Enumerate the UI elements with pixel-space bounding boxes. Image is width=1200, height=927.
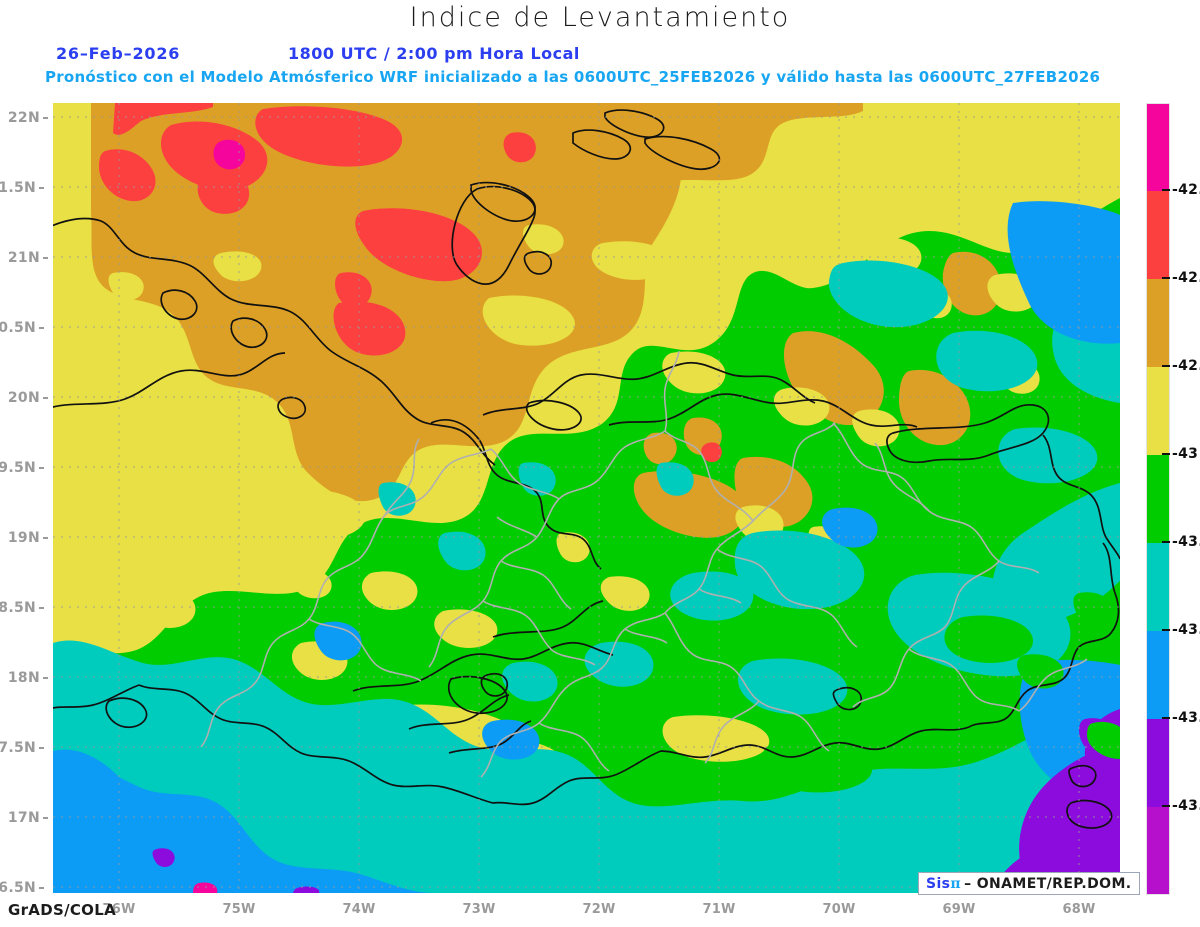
y-axis-tick: 17N	[0, 810, 48, 826]
agency-logo-box: Sis π – ONAMET/REP.DOM.	[918, 872, 1140, 895]
y-axis-tick: 1.5N	[0, 180, 44, 196]
grads-credit: GrADS/COLA	[8, 901, 116, 919]
x-axis-tick: 69W	[942, 902, 976, 917]
y-axis-tick-dash	[43, 397, 48, 399]
y-axis-tick: 20N	[0, 390, 48, 406]
colorbar-tick: -42.9	[1162, 358, 1200, 374]
forecast-time: 1800 UTC / 2:00 pm Hora Local	[288, 44, 580, 63]
y-axis-tick-dash	[43, 537, 48, 539]
x-axis-tick: 74W	[342, 902, 376, 917]
forecast-date: 26–Feb–2026	[56, 44, 181, 63]
colorbar-tick-dash	[1162, 365, 1170, 367]
x-axis-tick: 76W	[102, 902, 136, 917]
x-axis-tick: 68W	[1062, 902, 1096, 917]
y-axis-tick-dash	[39, 607, 44, 609]
colorbar-band	[1147, 367, 1169, 455]
y-axis-tick: 7.5N	[0, 740, 44, 756]
subtitle-row: 26–Feb–2026 1800 UTC / 2:00 pm Hora Loca…	[0, 44, 1200, 66]
colorbar-tick: -43.2	[1162, 622, 1200, 638]
y-axis-tick: 21N	[0, 250, 48, 266]
x-axis-tick: 71W	[702, 902, 736, 917]
y-axis-tick-dash	[39, 187, 44, 189]
colorbar-band	[1147, 807, 1169, 894]
y-axis-tick-dash	[39, 747, 44, 749]
y-axis-tick: 19N	[0, 530, 48, 546]
x-axis-tick: 75W	[222, 902, 256, 917]
colorbar-band	[1147, 279, 1169, 367]
logo-tt-text: π	[950, 875, 962, 892]
logo-sis-text: Sis	[926, 875, 951, 892]
colorbar-tick-dash	[1162, 453, 1170, 455]
colorbar-tick: -42.8	[1162, 270, 1200, 286]
model-description: Pronóstico con el Modelo Atmósferico WRF…	[45, 68, 1101, 86]
y-axis-tick: 6.5N	[0, 880, 44, 896]
page-title: Indice de Levantamiento	[409, 2, 791, 33]
colorbar-band	[1147, 543, 1169, 631]
y-axis-tick-dash	[43, 817, 48, 819]
colorbar-tick: -43.1	[1162, 534, 1200, 550]
colorbar-tick-dash	[1162, 541, 1170, 543]
y-axis-tick: 8.5N	[0, 600, 44, 616]
colorbar-band	[1147, 631, 1169, 719]
colorbar-tick-dash	[1162, 717, 1170, 719]
colorbar-tick: -43.3	[1162, 710, 1200, 726]
y-axis-tick-dash	[39, 467, 44, 469]
colorbar-band	[1147, 104, 1169, 191]
lifted-index-contour-field	[53, 103, 1120, 893]
x-axis-tick: 70W	[822, 902, 856, 917]
colorbar-band	[1147, 719, 1169, 807]
colorbar-tick: -42.7	[1162, 182, 1200, 198]
y-axis-tick: 22N	[0, 110, 48, 126]
colorbar-tick-dash	[1162, 629, 1170, 631]
colorbar	[1146, 103, 1170, 895]
weather-map-plot	[53, 103, 1120, 893]
x-axis-tick: 73W	[462, 902, 496, 917]
colorbar-tick-dash	[1162, 277, 1170, 279]
colorbar-tick: -43.4	[1162, 798, 1200, 814]
y-axis-tick-dash	[39, 887, 44, 889]
colorbar-band	[1147, 455, 1169, 543]
colorbar-band	[1147, 191, 1169, 279]
y-axis-tick-dash	[43, 257, 48, 259]
colorbar-tick: -43	[1162, 446, 1198, 462]
x-axis-tick: 72W	[582, 902, 616, 917]
colorbar-tick-dash	[1162, 805, 1170, 807]
y-axis-tick-dash	[43, 117, 48, 119]
y-axis-tick: 0.5N	[0, 320, 44, 336]
logo-agency-text: – ONAMET/REP.DOM.	[964, 875, 1132, 892]
y-axis-tick-dash	[43, 677, 48, 679]
y-axis-tick: 18N	[0, 670, 48, 686]
y-axis-tick: 9.5N	[0, 460, 44, 476]
y-axis-tick-dash	[39, 327, 44, 329]
colorbar-tick-dash	[1162, 189, 1170, 191]
